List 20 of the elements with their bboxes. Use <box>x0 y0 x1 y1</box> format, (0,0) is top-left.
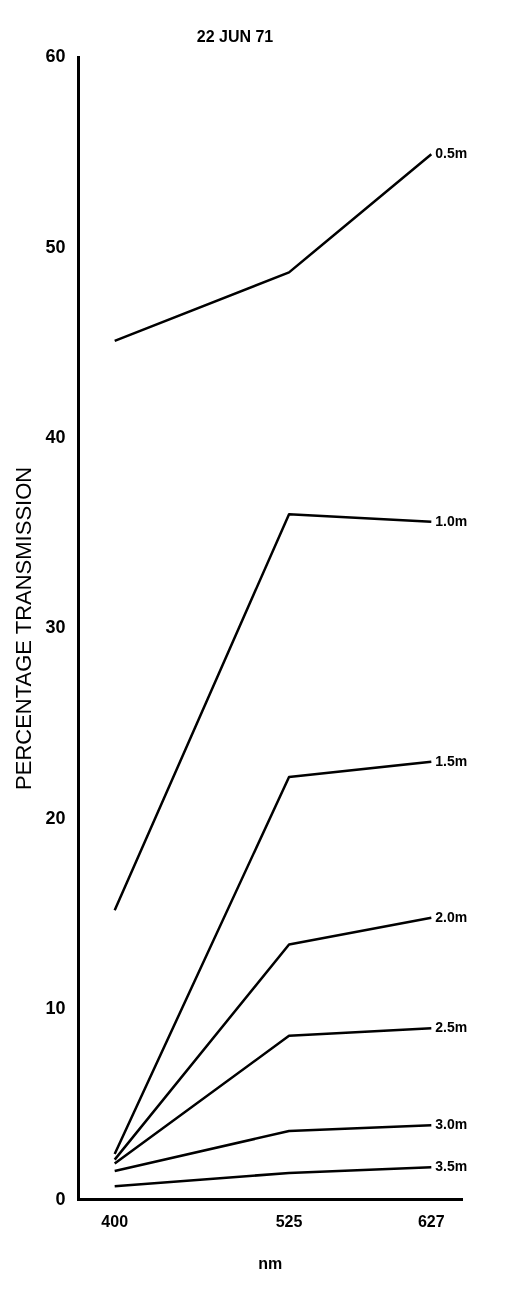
y-tick-label: 10 <box>45 998 66 1019</box>
x-tick-label: 525 <box>275 1212 303 1230</box>
series-label: 1.0m <box>435 512 468 529</box>
y-tick-label: 30 <box>45 617 66 638</box>
series-label: 2.0m <box>435 908 468 925</box>
x-tick-label: 627 <box>417 1212 445 1230</box>
y-tick-label: 40 <box>45 426 66 447</box>
x-tick-label: 400 <box>101 1212 129 1230</box>
series-label: 0.5m <box>435 145 468 162</box>
x-axis-title: nm <box>258 1254 283 1272</box>
series-label: 3.5m <box>435 1158 468 1175</box>
series-label: 3.0m <box>435 1116 468 1133</box>
y-tick-label: 0 <box>55 1188 66 1209</box>
y-tick-label: 50 <box>45 236 66 257</box>
chart-title: 22 JUN 71 <box>196 28 274 46</box>
y-tick-label: 60 <box>45 46 66 67</box>
series-label: 2.5m <box>435 1019 468 1036</box>
y-tick-label: 20 <box>45 807 66 828</box>
series-label: 1.5m <box>435 752 468 769</box>
y-axis-title: PERCENTAGE TRANSMISSION <box>11 466 37 790</box>
